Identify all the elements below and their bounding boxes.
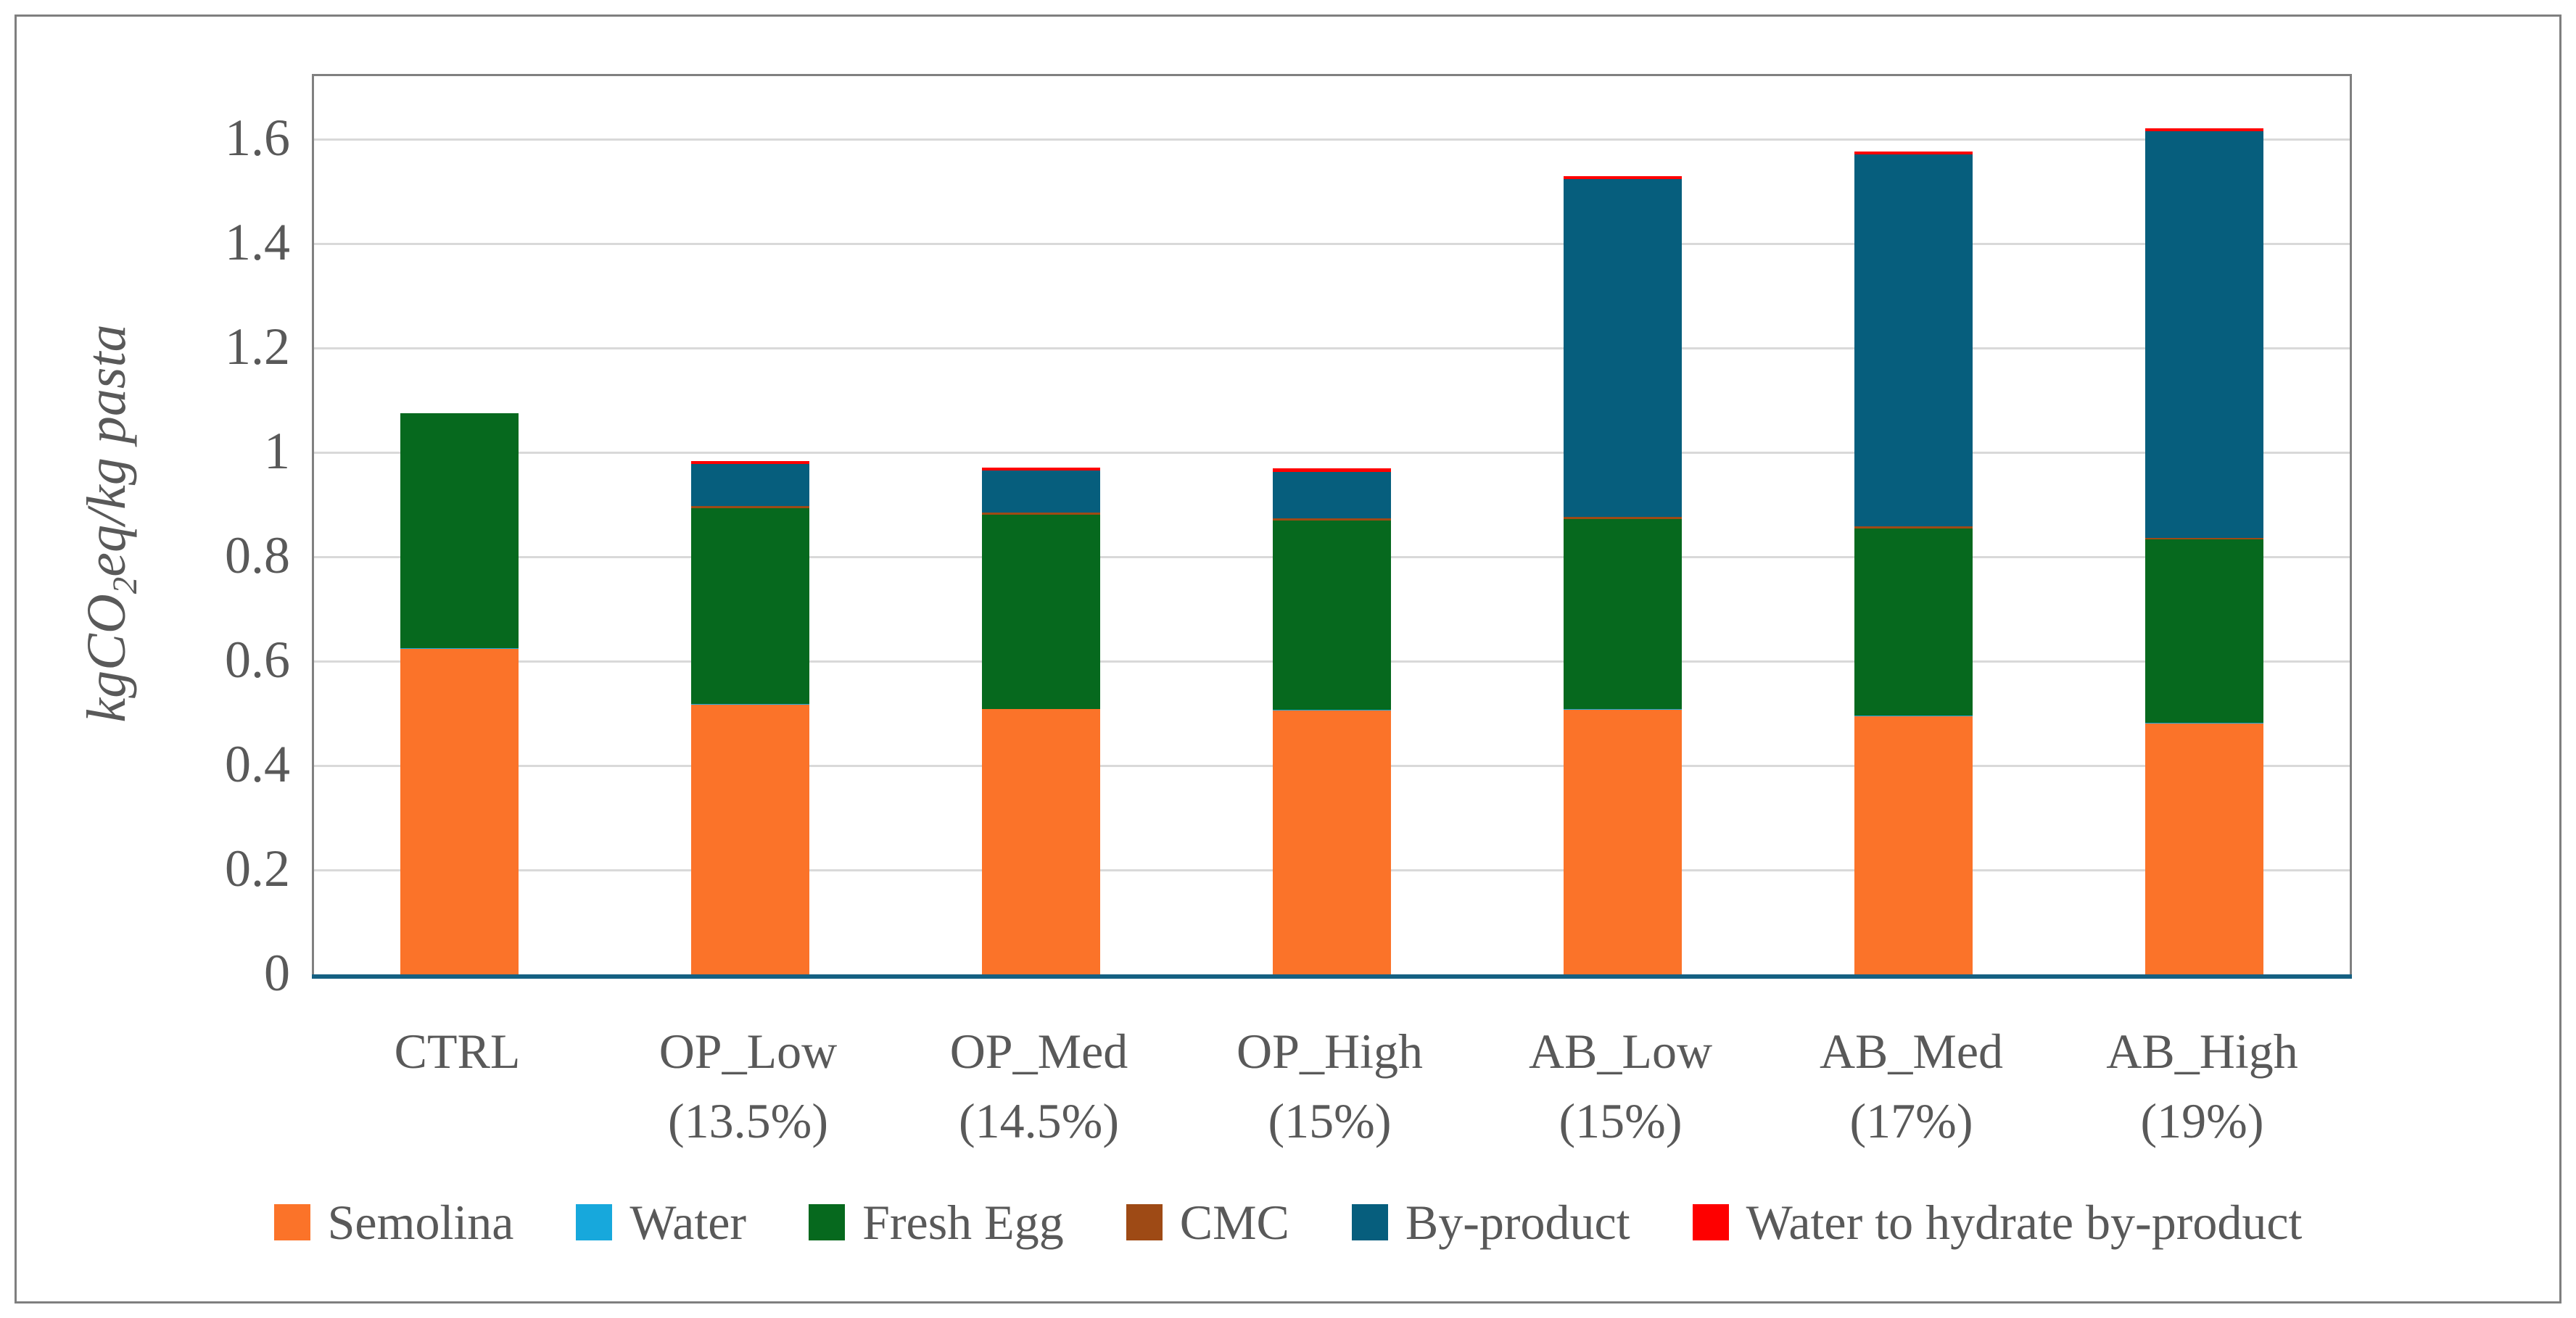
x-axis-line	[312, 974, 2352, 979]
bar-OP_Low	[691, 460, 809, 975]
legend-swatch-icon	[576, 1204, 613, 1240]
legend-label: CMC	[1179, 1195, 1289, 1250]
gridline-y-1.4	[314, 243, 2350, 246]
legend-label: By-product	[1405, 1195, 1630, 1250]
x-label-percentage: (15%)	[1268, 1093, 1392, 1148]
x-label-percentage: (15%)	[1559, 1093, 1683, 1148]
legend-label: Water	[629, 1195, 747, 1250]
y-tick-label-1.4: 1.4	[225, 212, 290, 271]
legend-swatch-icon	[1126, 1204, 1163, 1240]
bar-segment-semolina-OP_High	[1273, 710, 1391, 975]
y-tick-label-1: 1	[264, 421, 290, 480]
legend-label: Water to hydrate by-product	[1746, 1195, 2303, 1250]
legend-item-cmc: CMC	[1126, 1195, 1289, 1250]
x-label-OP_High: OP_High (15%)	[1178, 1016, 1482, 1156]
legend-swatch-icon	[1692, 1204, 1729, 1240]
y-tick-label-0: 0	[264, 944, 290, 1002]
bar-segment-semolina-OP_Low	[691, 705, 809, 975]
x-label-OP_Low: OP_Low (13.5%)	[596, 1016, 901, 1156]
x-label-name: AB_High	[2106, 1024, 2298, 1079]
bar-segment-by-product-OP_Low	[691, 464, 809, 506]
gridline-y-1	[314, 452, 2350, 455]
y-tick-label-0.6: 0.6	[225, 630, 290, 689]
bar-segment-fresh-egg-CTRL	[400, 413, 519, 649]
legend-item-water-to-hydrate-by-product: Water to hydrate by-product	[1692, 1195, 2303, 1250]
x-label-percentage: (19%)	[2140, 1093, 2264, 1148]
bar-segment-semolina-CTRL	[400, 648, 519, 975]
x-label-name: CTRL	[394, 1024, 521, 1079]
bar-segment-fresh-egg-OP_Low	[691, 507, 809, 705]
x-label-CTRL: CTRL	[305, 1016, 610, 1086]
bar-segment-water-CTRL	[400, 648, 519, 649]
legend-label: Semolina	[327, 1195, 514, 1250]
bar-segment-water-to-hydrate-by-product-OP_Med	[982, 468, 1100, 471]
bar-segment-semolina-AB_Low	[1564, 710, 1682, 975]
legend-swatch-icon	[273, 1204, 310, 1240]
gridline-y-1.6	[314, 138, 2350, 141]
bar-segment-by-product-AB_High	[2145, 131, 2263, 538]
bar-segment-water-AB_Low	[1564, 709, 1682, 710]
legend-item-by-product: By-product	[1351, 1195, 1630, 1250]
bar-segment-semolina-OP_Med	[982, 709, 1100, 975]
x-label-AB_Low: AB_Low (15%)	[1469, 1016, 1773, 1156]
bar-segment-by-product-OP_Med	[982, 471, 1100, 513]
bar-segment-water-OP_Low	[691, 704, 809, 705]
bar-segment-water-to-hydrate-by-product-AB_Low	[1564, 175, 1682, 179]
legend-item-semolina: Semolina	[273, 1195, 514, 1250]
x-label-percentage: (13.5%)	[668, 1093, 828, 1148]
bar-segment-water-to-hydrate-by-product-AB_High	[2145, 128, 2263, 132]
bar-AB_High	[2145, 128, 2263, 975]
y-tick-label-0.8: 0.8	[225, 526, 290, 584]
x-label-name: AB_Med	[1819, 1024, 2004, 1079]
bar-segment-fresh-egg-AB_High	[2145, 539, 2263, 724]
y-tick-label-0.2: 0.2	[225, 839, 290, 898]
bar-segment-cmc-OP_High	[1273, 518, 1391, 521]
x-label-OP_Med: OP_Med (14.5%)	[887, 1016, 1192, 1156]
bar-segment-cmc-OP_Low	[691, 505, 809, 508]
bar-segment-by-product-AB_Med	[1854, 154, 1973, 526]
x-label-name: OP_Low	[659, 1024, 838, 1079]
bar-segment-water-OP_Med	[982, 708, 1100, 710]
bar-AB_Med	[1854, 151, 1973, 975]
bar-CTRL	[400, 413, 519, 975]
bar-segment-cmc-AB_Low	[1564, 516, 1682, 519]
x-label-AB_High: AB_High (19%)	[2050, 1016, 2355, 1156]
bar-segment-semolina-AB_Med	[1854, 716, 1973, 975]
legend-swatch-icon	[809, 1204, 846, 1240]
gridline-y-1.2	[314, 347, 2350, 350]
x-label-name: OP_High	[1237, 1024, 1423, 1079]
plot-area	[312, 74, 2352, 979]
x-label-name: AB_Low	[1528, 1024, 1713, 1079]
legend: Semolina Water Fresh Egg CMC By-product Water…	[0, 1195, 2576, 1250]
legend-item-fresh-egg: Fresh Egg	[809, 1195, 1064, 1250]
x-label-AB_Med: AB_Med (17%)	[1759, 1016, 2064, 1156]
bar-segment-water-AB_High	[2145, 723, 2263, 724]
bar-segment-water-to-hydrate-by-product-AB_Med	[1854, 151, 1973, 155]
bar-segment-cmc-AB_Med	[1854, 526, 1973, 529]
bar-segment-fresh-egg-OP_High	[1273, 520, 1391, 710]
bar-segment-semolina-AB_High	[2145, 723, 2263, 975]
bar-segment-fresh-egg-OP_Med	[982, 514, 1100, 709]
bar-segment-fresh-egg-AB_Low	[1564, 518, 1682, 710]
bar-segment-by-product-AB_Low	[1564, 178, 1682, 517]
legend-label: Fresh Egg	[862, 1195, 1064, 1250]
bar-segment-water-to-hydrate-by-product-OP_High	[1273, 468, 1391, 472]
bar-segment-by-product-OP_High	[1273, 471, 1391, 518]
y-tick-label-0.4: 0.4	[225, 734, 290, 793]
x-label-percentage: (17%)	[1849, 1093, 1973, 1148]
bar-AB_Low	[1564, 175, 1682, 975]
bar-OP_Med	[982, 468, 1100, 975]
x-label-name: OP_Med	[949, 1024, 1128, 1079]
y-tick-label-1.2: 1.2	[225, 317, 290, 376]
x-label-percentage: (14.5%)	[959, 1093, 1119, 1148]
bar-segment-fresh-egg-AB_Med	[1854, 529, 1973, 716]
y-tick-label-1.6: 1.6	[225, 108, 290, 167]
bar-segment-water-to-hydrate-by-product-OP_Low	[691, 460, 809, 465]
bar-OP_High	[1273, 468, 1391, 975]
bar-segment-cmc-AB_High	[2145, 537, 2263, 540]
bar-segment-cmc-OP_Med	[982, 513, 1100, 515]
legend-swatch-icon	[1351, 1204, 1388, 1240]
legend-item-water: Water	[576, 1195, 746, 1250]
